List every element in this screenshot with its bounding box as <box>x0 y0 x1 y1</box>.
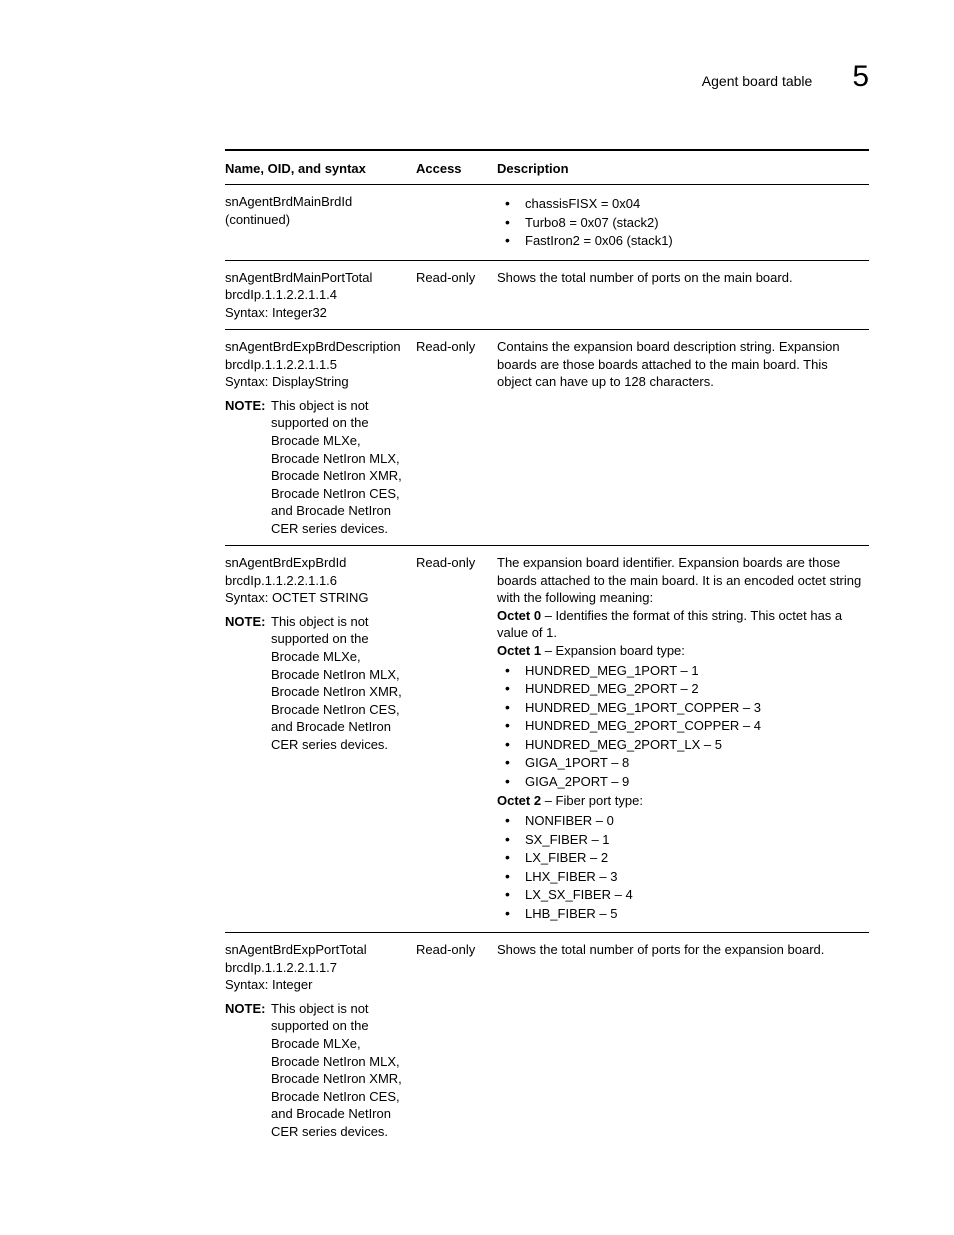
octet-label: Octet 1 <box>497 643 541 658</box>
table-header-row: Name, OID, and syntax Access Description <box>225 150 869 185</box>
bullet-item: LHB_FIBER – 5 <box>497 905 863 923</box>
note-label: NOTE: <box>225 613 265 631</box>
bullet-item: HUNDRED_MEG_1PORT_COPPER – 3 <box>497 699 863 717</box>
note-block: NOTE: This object is not supported on the… <box>225 397 410 537</box>
bullet-item: SX_FIBER – 1 <box>497 831 863 849</box>
cell-access: Read-only <box>416 546 497 933</box>
table-row: snAgentBrdExpPortTotalbrcdIp.1.1.2.2.1.1… <box>225 933 869 1149</box>
col-header-name: Name, OID, and syntax <box>225 150 416 185</box>
cell-access: Read-only <box>416 933 497 1149</box>
note-block: NOTE: This object is not supported on the… <box>225 1000 410 1140</box>
note-block: NOTE: This object is not supported on the… <box>225 613 410 753</box>
name-line: (continued) <box>225 211 410 229</box>
bullet-item: Turbo8 = 0x07 (stack2) <box>497 214 863 232</box>
octet-rest: – Fiber port type: <box>541 793 643 808</box>
note-label: NOTE: <box>225 1000 265 1018</box>
bullet-item: LHX_FIBER – 3 <box>497 868 863 886</box>
cell-access: Read-only <box>416 330 497 546</box>
cell-description: Shows the total number of ports on the m… <box>497 260 869 330</box>
name-line: brcdIp.1.1.2.2.1.1.5 <box>225 356 410 374</box>
note-label: NOTE: <box>225 397 265 415</box>
name-line: snAgentBrdMainBrdId <box>225 193 410 211</box>
name-line: Syntax: Integer32 <box>225 304 410 322</box>
chapter-number: 5 <box>852 60 869 94</box>
bullet-item: LX_SX_FIBER – 4 <box>497 886 863 904</box>
bullet-list: HUNDRED_MEG_1PORT – 1HUNDRED_MEG_2PORT –… <box>497 662 863 791</box>
bullet-item: chassisFISX = 0x04 <box>497 195 863 213</box>
col-header-access: Access <box>416 150 497 185</box>
table-row: snAgentBrdMainPortTotalbrcdIp.1.1.2.2.1.… <box>225 260 869 330</box>
cell-access: Read-only <box>416 260 497 330</box>
name-line: snAgentBrdMainPortTotal <box>225 269 410 287</box>
bullet-item: HUNDRED_MEG_1PORT – 1 <box>497 662 863 680</box>
name-line: Syntax: Integer <box>225 976 410 994</box>
cell-name: snAgentBrdMainPortTotalbrcdIp.1.1.2.2.1.… <box>225 260 416 330</box>
octet-rest: – Expansion board type: <box>541 643 685 658</box>
desc-text: Shows the total number of ports for the … <box>497 941 863 959</box>
running-header: Agent board table 5 <box>225 60 869 94</box>
bullet-item: HUNDRED_MEG_2PORT – 2 <box>497 680 863 698</box>
bullet-item: HUNDRED_MEG_2PORT_COPPER – 4 <box>497 717 863 735</box>
desc-line: Octet 0 – Identifies the format of this … <box>497 607 863 642</box>
header-title: Agent board table <box>702 73 813 89</box>
octet-label: Octet 2 <box>497 793 541 808</box>
cell-description: Contains the expansion board description… <box>497 330 869 546</box>
cell-access <box>416 185 497 261</box>
table-row: snAgentBrdMainBrdId(continued) chassisFIS… <box>225 185 869 261</box>
note-text: This object is not supported on the Broc… <box>271 1001 402 1139</box>
table-row: snAgentBrdExpBrdDescriptionbrcdIp.1.1.2.… <box>225 330 869 546</box>
bullet-item: GIGA_2PORT – 9 <box>497 773 863 791</box>
desc-line: Octet 2 – Fiber port type: <box>497 792 863 810</box>
table-row: snAgentBrdExpBrdIdbrcdIp.1.1.2.2.1.1.6Sy… <box>225 546 869 933</box>
cell-description: Shows the total number of ports for the … <box>497 933 869 1149</box>
bullet-item: GIGA_1PORT – 8 <box>497 754 863 772</box>
name-line: brcdIp.1.1.2.2.1.1.7 <box>225 959 410 977</box>
document-page: Agent board table 5 Name, OID, and synta… <box>0 0 954 1208</box>
desc-text: The expansion board identifier. Expansio… <box>497 554 863 607</box>
bullet-item: LX_FIBER – 2 <box>497 849 863 867</box>
bullet-item: NONFIBER – 0 <box>497 812 863 830</box>
desc-line: Octet 1 – Expansion board type: <box>497 642 863 660</box>
desc-text: Shows the total number of ports on the m… <box>497 269 863 287</box>
name-line: brcdIp.1.1.2.2.1.1.4 <box>225 286 410 304</box>
name-line: snAgentBrdExpPortTotal <box>225 941 410 959</box>
cell-name: snAgentBrdExpBrdIdbrcdIp.1.1.2.2.1.1.6Sy… <box>225 546 416 933</box>
octet-label: Octet 0 <box>497 608 541 623</box>
name-line: snAgentBrdExpBrdId <box>225 554 410 572</box>
name-line: brcdIp.1.1.2.2.1.1.6 <box>225 572 410 590</box>
table-body: snAgentBrdMainBrdId(continued) chassisFIS… <box>225 185 869 1149</box>
desc-text: Contains the expansion board description… <box>497 338 863 391</box>
cell-description: chassisFISX = 0x04Turbo8 = 0x07 (stack2)… <box>497 185 869 261</box>
name-line: snAgentBrdExpBrdDescription <box>225 338 410 356</box>
agent-board-table: Name, OID, and syntax Access Description… <box>225 149 869 1148</box>
col-header-desc: Description <box>497 150 869 185</box>
octet-rest: – Identifies the format of this string. … <box>497 608 842 641</box>
name-line: Syntax: DisplayString <box>225 373 410 391</box>
bullet-item: HUNDRED_MEG_2PORT_LX – 5 <box>497 736 863 754</box>
name-line: Syntax: OCTET STRING <box>225 589 410 607</box>
cell-name: snAgentBrdMainBrdId(continued) <box>225 185 416 261</box>
cell-name: snAgentBrdExpPortTotalbrcdIp.1.1.2.2.1.1… <box>225 933 416 1149</box>
note-text: This object is not supported on the Broc… <box>271 614 402 752</box>
cell-description: The expansion board identifier. Expansio… <box>497 546 869 933</box>
cell-name: snAgentBrdExpBrdDescriptionbrcdIp.1.1.2.… <box>225 330 416 546</box>
bullet-list: NONFIBER – 0SX_FIBER – 1LX_FIBER – 2LHX_… <box>497 812 863 922</box>
note-text: This object is not supported on the Broc… <box>271 398 402 536</box>
bullet-list: chassisFISX = 0x04Turbo8 = 0x07 (stack2)… <box>497 195 863 250</box>
bullet-item: FastIron2 = 0x06 (stack1) <box>497 232 863 250</box>
